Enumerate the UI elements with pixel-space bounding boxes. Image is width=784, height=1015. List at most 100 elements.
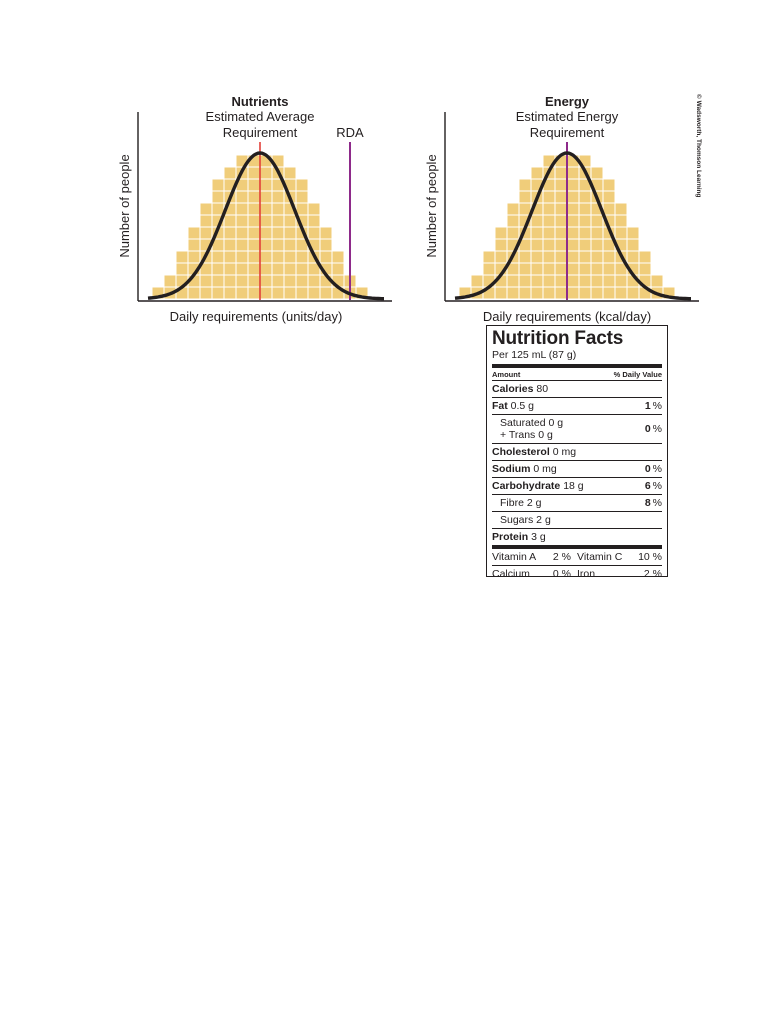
histogram-cell <box>566 274 580 288</box>
copyright-text: © Wadsworth, Thomson Learning <box>695 94 702 198</box>
histogram-cell <box>211 274 225 288</box>
histogram-cell <box>283 250 297 264</box>
histogram-cell <box>554 178 568 192</box>
histogram-cell <box>590 166 604 180</box>
histogram-cell <box>295 190 309 204</box>
fat-value: 0.5 g <box>510 399 535 412</box>
histogram-cell <box>518 262 532 276</box>
histogram-cell <box>506 226 520 240</box>
fibre-pct: 8 <box>644 496 651 509</box>
histogram-cell <box>554 274 568 288</box>
y-axis-label: Number of people <box>117 154 132 257</box>
histogram-cell <box>235 226 249 240</box>
sodium-pct: 0 <box>644 462 651 475</box>
histogram-cell <box>518 250 532 264</box>
sodium-value: 0 mg <box>533 462 557 475</box>
saturated-trans-row: Saturated 0 g + Trans 0 g 0% <box>492 415 662 444</box>
vitamins-row: Vitamin A 2 % Vitamin C 10 % <box>492 549 662 566</box>
carbohydrate-row: Carbohydrate 18 g 6% <box>492 478 662 495</box>
calcium-pct: 0 % <box>552 567 571 580</box>
histogram-cell <box>271 190 285 204</box>
histogram-cell <box>319 250 333 264</box>
vitamin-c-pct: 10 % <box>638 550 662 563</box>
histogram-cell <box>199 274 213 288</box>
histogram-cell <box>211 262 225 276</box>
histogram-cell <box>259 238 273 252</box>
histogram-cell <box>602 202 616 216</box>
histogram-cell <box>187 286 201 300</box>
histogram-cell <box>247 214 261 228</box>
histogram-cell <box>223 214 237 228</box>
carbohydrate-label: Carbohydrate <box>492 479 561 492</box>
sugars-row: Sugars 2 g <box>492 512 662 529</box>
histogram-cell <box>259 286 273 300</box>
divider <box>492 380 662 381</box>
histogram-cell <box>530 286 544 300</box>
histogram-cell <box>199 226 213 240</box>
calories-label: Calories <box>492 382 534 395</box>
histogram-cell <box>211 202 225 216</box>
histogram-cell <box>566 214 580 228</box>
histogram-cell <box>271 214 285 228</box>
histogram-cell <box>247 190 261 204</box>
histogram-cell <box>530 238 544 252</box>
histogram-cell <box>307 286 321 300</box>
histogram-cell <box>470 274 484 288</box>
histogram-cell <box>295 286 309 300</box>
vitamin-c-label: Vitamin C <box>577 550 623 563</box>
histogram-cell <box>283 166 297 180</box>
pct-sign: % <box>652 479 662 492</box>
histogram-cell <box>566 286 580 300</box>
histogram-cell <box>319 238 333 252</box>
histogram-cell <box>578 286 592 300</box>
histogram-cell <box>259 178 273 192</box>
cholesterol-row: Cholesterol 0 mg <box>492 444 662 461</box>
histogram-cell <box>542 274 556 288</box>
histogram-cell <box>295 178 309 192</box>
histogram-cell <box>578 202 592 216</box>
histogram-cell <box>590 262 604 276</box>
calories-row: Calories 80 <box>492 381 662 398</box>
thick-divider <box>492 363 662 368</box>
histogram-cell <box>247 262 261 276</box>
ear-label-line1: Estimated Average <box>206 109 315 124</box>
histogram-cell <box>602 250 616 264</box>
histogram-cell <box>554 262 568 276</box>
fat-pct: 1 <box>644 399 651 412</box>
fibre-value: Fibre 2 g <box>500 496 542 509</box>
histogram-cell <box>482 250 496 264</box>
histogram-cell <box>271 238 285 252</box>
histogram-cell <box>235 190 249 204</box>
histogram-cell <box>259 262 273 276</box>
histogram-cell <box>307 274 321 288</box>
histogram-cell <box>283 262 297 276</box>
histogram-cell <box>271 202 285 216</box>
minerals-row: Calcium 0 % Iron 2 % <box>492 566 662 582</box>
histogram-cell <box>554 286 568 300</box>
histogram-cell <box>494 286 508 300</box>
histogram-cell <box>626 250 640 264</box>
histogram-cell <box>283 274 297 288</box>
y-axis-label: Number of people <box>424 154 439 257</box>
trans-value: + Trans 0 g <box>500 429 553 441</box>
histogram-cell <box>590 286 604 300</box>
nutrients-chart: Nutrients Estimated Average Requirement … <box>110 88 400 328</box>
histogram-cell <box>211 286 225 300</box>
histogram-cell <box>566 190 580 204</box>
sat-pct: 0 <box>644 422 651 435</box>
histogram-cell <box>271 274 285 288</box>
daily-value-header: % Daily Value <box>613 369 662 379</box>
histogram-cell <box>295 274 309 288</box>
cholesterol-label: Cholesterol <box>492 445 550 458</box>
histogram-cell <box>223 226 237 240</box>
histogram-cell <box>602 262 616 276</box>
carbohydrate-pct: 6 <box>644 479 651 492</box>
fat-row: Fat 0.5 g 1% <box>492 398 662 415</box>
histogram-cell <box>554 202 568 216</box>
histogram-cell <box>530 262 544 276</box>
histogram-cell <box>211 178 225 192</box>
histogram-cell <box>247 226 261 240</box>
protein-row: Protein 3 g <box>492 529 662 545</box>
histogram-cell <box>578 262 592 276</box>
histogram-cell <box>259 214 273 228</box>
